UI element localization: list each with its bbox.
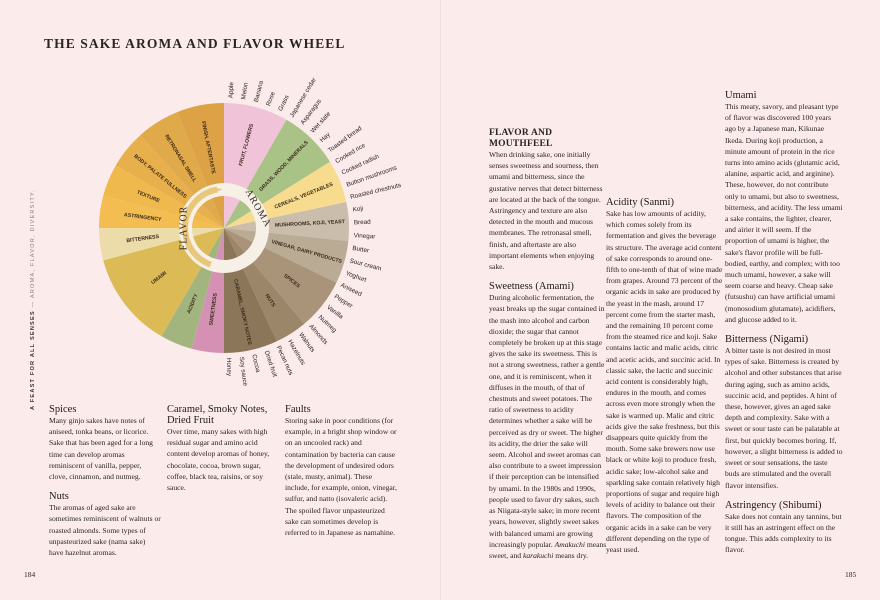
column-acidity: Acidity (Sanmi) Sake has low amounts of … xyxy=(606,197,724,564)
descriptor-label: Vanilla xyxy=(325,304,344,321)
descriptor-label: Honey xyxy=(225,358,233,377)
descriptor-label: Butter xyxy=(352,245,370,255)
descriptor-label: Soy sauce xyxy=(238,356,249,387)
descriptor-label: Bread xyxy=(354,219,372,227)
flavor-segment-label: BITTERNESS xyxy=(126,234,160,244)
mouthfeel-heading: FLAVOR AND MOUTHFEEL xyxy=(489,128,553,149)
center-flavor-segment xyxy=(193,228,224,256)
umami-body: This meaty, savory, and pleasant type of… xyxy=(725,102,843,324)
acidity-body: Sake has low amounts of acidity, which c… xyxy=(606,209,723,555)
mouthfeel-body: When drinking sake, one initially senses… xyxy=(489,150,603,272)
sweetness-heading: Sweetness (Amami) xyxy=(489,281,574,293)
astringency-heading: Astringency (Shibumi) xyxy=(725,499,822,511)
nuts-body: The aromas of aged sake are sometimes re… xyxy=(49,503,161,558)
descriptor-label: Sour cream xyxy=(349,258,382,273)
term-karakuchi: karakuchi xyxy=(522,550,554,560)
aroma-segment-label: MUSHROOMS, KOJI, YEAST xyxy=(275,219,346,229)
center-flavor-segment xyxy=(212,196,224,228)
section-faults: Faults Storing sake in poor conditions (… xyxy=(285,404,397,547)
center-aroma-segment xyxy=(224,228,245,258)
flavor-label: FLAVOR xyxy=(178,206,189,251)
center-aroma-segment xyxy=(224,228,238,260)
center-aroma-segment xyxy=(224,196,240,228)
caramel-body: Over time, many sakes with high residual… xyxy=(167,427,270,493)
page-number-left: 184 xyxy=(24,570,36,579)
sweetness-end: means dry. xyxy=(553,550,589,560)
descriptor-label: Rose xyxy=(265,90,277,107)
flavor-segment-label: SWEETNESS xyxy=(209,292,219,326)
descriptor-label: Cocoa xyxy=(250,354,261,374)
term-amakuchi: Amakuchi xyxy=(554,539,585,549)
center-aroma-segment xyxy=(224,228,256,243)
column-umami: Umami This meaty, savory, and pleasant t… xyxy=(725,90,843,565)
spices-body: Many ginjo sakes have notes of aniseed, … xyxy=(49,416,153,482)
page-title: THE SAKE AROMA AND FLAVOR WHEEL xyxy=(44,36,346,51)
descriptor-label: Yoghurt xyxy=(345,270,368,284)
flavor-segment-label: ASTRINGENCY xyxy=(124,212,163,223)
nuts-heading: Nuts xyxy=(49,491,69,503)
faults-body: Storing sake in poor conditions (for exa… xyxy=(285,416,397,538)
faults-heading: Faults xyxy=(285,404,311,415)
center-aroma-segment xyxy=(224,228,253,253)
section-caramel: Caramel, Smoky Notes, Dried Fruit Over t… xyxy=(167,404,279,502)
descriptor-label: Melon xyxy=(240,82,250,101)
page-number-right: 185 xyxy=(845,570,857,579)
descriptor-label: Hay xyxy=(319,131,333,144)
sweetness-mid: means sweet, and xyxy=(489,539,607,560)
astringency-body: Sake does not contain any tannins, but i… xyxy=(725,511,842,555)
center-flavor-segment xyxy=(215,228,224,260)
umami-heading: Umami xyxy=(725,90,757,101)
center-aroma-segment xyxy=(224,221,256,232)
arrow-head-icon xyxy=(209,187,223,195)
center-flavor-segment xyxy=(193,212,224,228)
descriptor-label: Dried fruit xyxy=(263,350,279,378)
page-spine xyxy=(440,0,441,600)
center-aroma-segment xyxy=(224,211,256,228)
spices-heading: Spices xyxy=(49,404,77,415)
column-flavor-mouthfeel: FLAVOR AND MOUTHFEEL When drinking sake,… xyxy=(489,128,607,570)
center-flavor-segment xyxy=(208,228,224,259)
descriptor-label: Banana xyxy=(253,80,265,103)
center-flavor-segment xyxy=(192,228,224,237)
descriptor-label: Vinegar xyxy=(354,232,376,240)
bitterness-heading: Bitterness (Nigami) xyxy=(725,334,809,346)
center-aroma-segment xyxy=(224,200,252,228)
sweetness-body: During alcoholic fermentation, the yeast… xyxy=(489,292,607,561)
flavor-arrow xyxy=(182,186,218,268)
sweetness-text: During alcoholic fermentation, the yeast… xyxy=(489,293,605,549)
acidity-heading: Acidity (Sanmi) xyxy=(606,197,674,208)
center-flavor-segment xyxy=(202,198,224,228)
aroma-segment xyxy=(224,202,349,242)
section-spices: Spices Many ginjo sakes have notes of an… xyxy=(49,404,161,567)
bitterness-body: A bitter taste is not desired in most ty… xyxy=(725,346,843,490)
center-flavor-segment xyxy=(192,219,224,228)
descriptor-label: Pepper xyxy=(333,293,354,310)
descriptor-label: Grass xyxy=(277,94,291,112)
descriptor-label: Koji xyxy=(352,205,363,213)
center-flavor-segment xyxy=(196,204,224,228)
caramel-heading: Caramel, Smoky Notes, Dried Fruit xyxy=(167,404,268,426)
descriptor-label: Apple xyxy=(227,81,235,98)
descriptor-label: Aniseed xyxy=(339,282,363,298)
aroma-flavor-wheel: FRUIT, FLOWERS GRASS, WOOD, MINERALSCEREA… xyxy=(99,77,402,387)
